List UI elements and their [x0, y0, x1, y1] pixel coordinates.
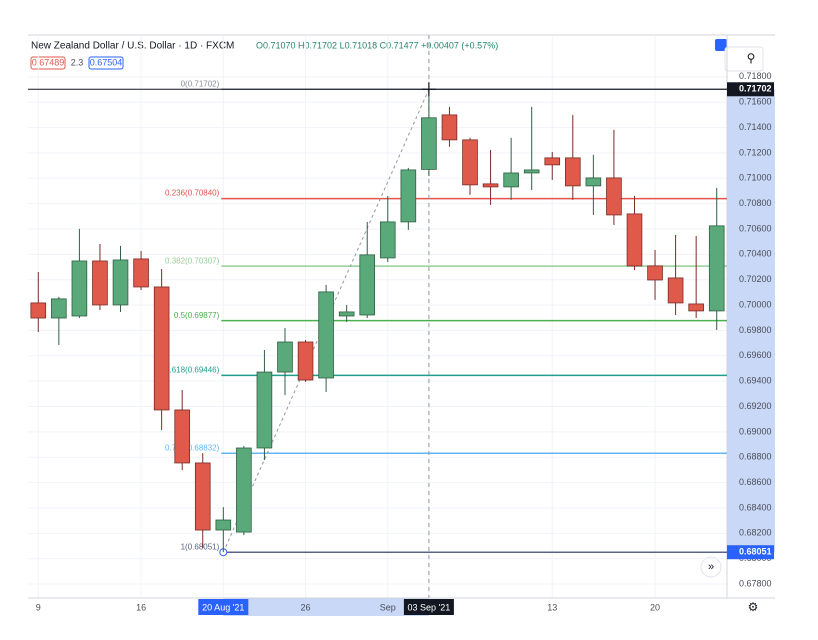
x-tick-label: 20 — [650, 602, 660, 612]
candle-body — [133, 258, 149, 288]
fib-label: 0.5(0.69877) — [174, 311, 220, 320]
candle-body — [565, 157, 581, 187]
y-tick-label: 0.70000 — [739, 299, 772, 309]
badge-box — [30, 56, 66, 70]
price-tag-box — [727, 82, 774, 97]
candle-body — [174, 409, 190, 464]
candle-body — [647, 265, 663, 281]
candle-body — [482, 183, 499, 188]
candle-body — [708, 225, 725, 312]
candle-body — [318, 291, 334, 379]
y-tick-label: 0.70200 — [739, 274, 772, 284]
y-tick-label: 0.71400 — [739, 122, 772, 132]
y-tick-label: 0.67800 — [739, 578, 772, 588]
candle-body — [277, 341, 293, 373]
candle-body — [359, 254, 376, 316]
candle-body — [236, 447, 252, 533]
time-tag-box — [198, 599, 249, 615]
y-tick-label: 0.69800 — [739, 325, 772, 335]
candle-body — [544, 157, 561, 166]
y-tick-label: 0.70800 — [739, 198, 772, 208]
toolbar-button[interactable] — [724, 46, 764, 72]
candle-body — [194, 462, 211, 531]
y-tick-label: 0.70400 — [739, 249, 772, 259]
x-tick-label: 13 — [547, 602, 557, 612]
fib-label: 0.618(0.69446) — [165, 365, 220, 374]
candle-body — [30, 302, 47, 319]
badge-box — [88, 56, 124, 70]
candle-body — [626, 213, 643, 267]
y-tick-label: 0.68600 — [739, 477, 772, 487]
candle-body — [441, 114, 458, 141]
chart-title: New Zealand Dollar / U.S. Dollar · 1D · … — [31, 41, 234, 52]
candle-body — [503, 172, 519, 188]
candle-body — [297, 341, 314, 381]
x-tick-label: 20 Aug '21 — [202, 602, 244, 612]
candle-body — [667, 277, 684, 304]
badge: 0.67504 — [90, 57, 123, 67]
y-tick-label: 0.69400 — [739, 376, 772, 386]
y-tick-label: 0.71600 — [739, 97, 772, 107]
badge: 2.3 — [71, 57, 84, 67]
y-tick-label: 0.71800 — [739, 71, 772, 81]
price-tag-box — [727, 545, 774, 560]
crosshair-cross — [421, 82, 436, 97]
y-tick-label: 0.68400 — [739, 502, 772, 512]
y-tick-label: 0.71000 — [739, 173, 772, 183]
time-axis-highlight — [223, 598, 429, 616]
fib-label: 0(0.71702) — [181, 79, 220, 88]
y-tick-label: 0.68800 — [739, 452, 772, 462]
candle-body — [153, 286, 170, 411]
fib-label: 0.382(0.70307) — [165, 256, 220, 265]
x-tick-label: 26 — [301, 602, 311, 612]
x-tick-label: 9 — [36, 602, 41, 612]
settings-gear[interactable]: ⚙ — [748, 600, 759, 614]
badge: 0.67489 — [32, 57, 65, 67]
candle-body — [421, 117, 437, 170]
y-tick-label: 0.69600 — [739, 350, 772, 360]
y-tick-label: 0.71200 — [739, 147, 772, 157]
ohlc-readout: O0.71070 H0.71702 L0.71018 C0.71477 +0.0… — [256, 40, 498, 50]
candle-body — [688, 303, 704, 312]
price-tag: 0.68051 — [739, 547, 772, 557]
candle-body — [51, 298, 67, 319]
time-tag-box — [403, 599, 454, 615]
fib-label: 0.786(0.68832) — [165, 443, 220, 452]
y-tick-label: 0.70600 — [739, 223, 772, 233]
candle-body — [379, 221, 396, 259]
candle-body — [585, 177, 602, 187]
price-axis-highlight — [727, 89, 775, 553]
candle-body — [71, 260, 88, 317]
y-tick-label: 0.68200 — [739, 528, 772, 538]
candle-body — [606, 177, 622, 216]
x-tick-label: 03 Sep '21 — [408, 602, 451, 612]
candle-body — [256, 371, 273, 449]
x-tick-label: 16 — [136, 602, 146, 612]
candle-body — [92, 260, 108, 306]
fib-label: 1(0.68051) — [181, 542, 220, 551]
candle-body — [523, 169, 540, 174]
y-tick-label: 0.69000 — [739, 426, 772, 436]
scroll-to-realtime[interactable] — [700, 556, 722, 578]
price-tag: 0.71702 — [739, 84, 772, 94]
x-tick-label: Sep — [380, 602, 396, 612]
candle-body — [215, 519, 232, 531]
scroll-icon: » — [708, 561, 714, 573]
candle-body — [112, 259, 129, 306]
candle-body — [338, 311, 355, 317]
settings-button[interactable] — [715, 39, 727, 51]
candle-body — [400, 169, 417, 223]
fib-label: 0.236(0.70840) — [165, 189, 220, 198]
y-tick-label: 0.69200 — [739, 401, 772, 411]
object-tree-icon: ⚲ — [747, 51, 756, 65]
candle-body — [462, 139, 478, 186]
